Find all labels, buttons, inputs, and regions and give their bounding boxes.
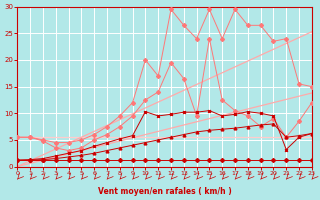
- X-axis label: Vent moyen/en rafales ( km/h ): Vent moyen/en rafales ( km/h ): [98, 187, 231, 196]
